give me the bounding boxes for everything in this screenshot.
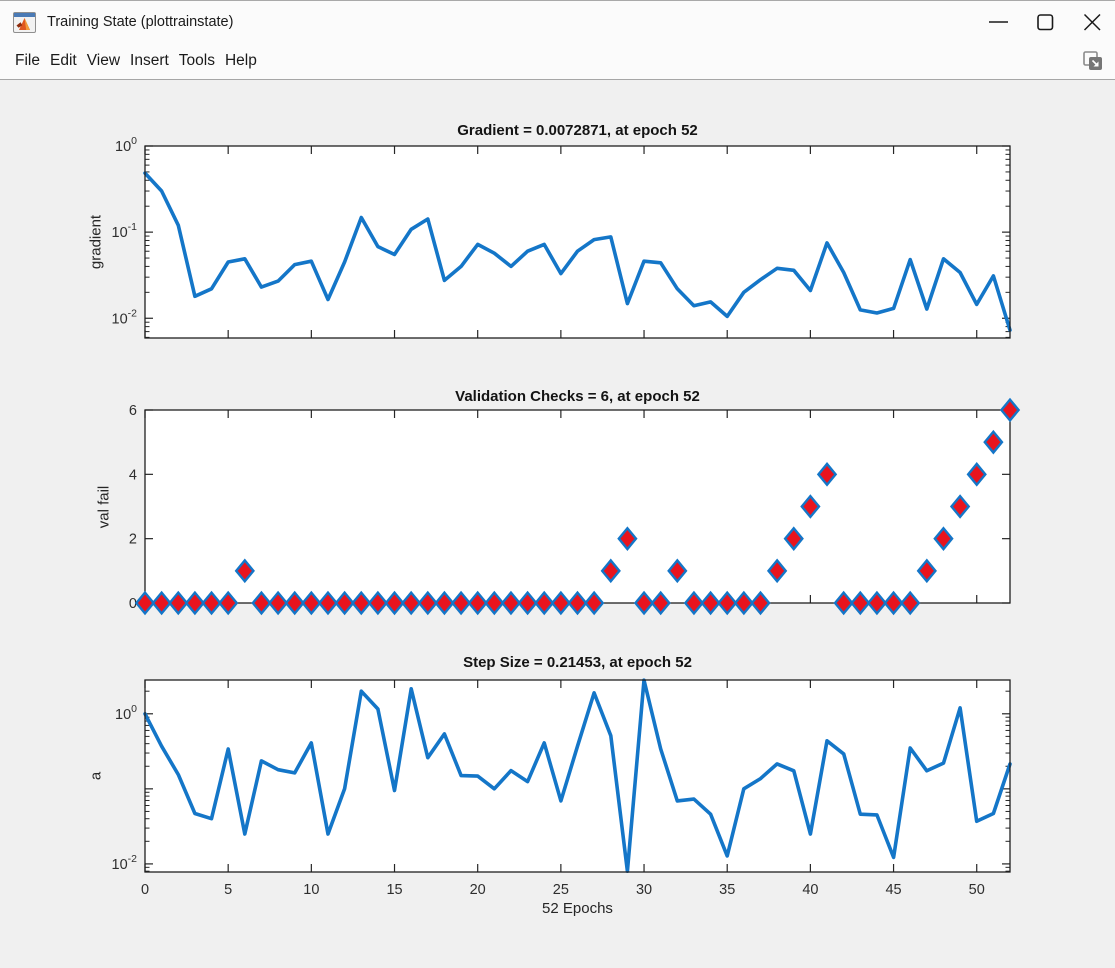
close-button[interactable]	[1068, 1, 1115, 43]
maximize-button[interactable]	[1021, 1, 1068, 43]
menu-item-insert[interactable]: Insert	[130, 52, 169, 69]
svg-text:6: 6	[129, 403, 137, 419]
svg-text:50: 50	[969, 882, 985, 898]
epochs-xlabel: 52 Epochs	[542, 900, 613, 917]
matlab-figure-icon	[13, 11, 36, 33]
window-controls	[974, 1, 1115, 43]
svg-text:45: 45	[885, 882, 901, 898]
minimize-icon	[988, 21, 1008, 23]
svg-text:20: 20	[470, 882, 486, 898]
step-size-plot-title: Step Size = 0.21453, at epoch 52	[463, 654, 692, 671]
svg-text:30: 30	[636, 882, 652, 898]
svg-text:5: 5	[224, 882, 232, 898]
menu-item-help[interactable]: Help	[224, 52, 257, 69]
menu-bar: File Edit View Insert Tools Help	[0, 43, 1115, 80]
window-title: Training State (plottrainstate)	[47, 14, 234, 30]
close-icon	[1083, 13, 1101, 31]
svg-text:10: 10	[303, 882, 319, 898]
minimize-button[interactable]	[974, 1, 1021, 43]
svg-text:4: 4	[129, 467, 137, 483]
gradient-plot-title: Gradient = 0.0072871, at epoch 52	[457, 122, 698, 139]
menu-item-edit[interactable]: Edit	[49, 52, 77, 69]
dock-figure-button[interactable]	[1079, 49, 1105, 75]
validation-checks-plot: 0 2 4 6	[129, 397, 1021, 616]
svg-text:0: 0	[141, 882, 149, 898]
gradient-plot: 10-2 10-1 100	[112, 135, 1012, 339]
svg-text:40: 40	[802, 882, 818, 898]
dock-figure-icon	[1083, 51, 1102, 70]
menu-item-file[interactable]: File	[15, 52, 40, 69]
svg-text:10-2: 10-2	[112, 853, 138, 873]
svg-text:100: 100	[115, 703, 137, 723]
maximize-icon	[1036, 14, 1053, 31]
svg-text:2: 2	[129, 532, 137, 548]
svg-text:10-1: 10-1	[112, 221, 138, 241]
svg-text:0: 0	[129, 596, 137, 612]
svg-text:100: 100	[115, 135, 137, 155]
svg-text:35: 35	[719, 882, 735, 898]
menu-item-tools[interactable]: Tools	[178, 52, 215, 69]
menu-item-view[interactable]: View	[86, 52, 121, 69]
svg-text:25: 25	[553, 882, 569, 898]
window-titlebar: Training State (plottrainstate)	[0, 1, 1115, 43]
svg-text:15: 15	[386, 882, 402, 898]
svg-text:10-2: 10-2	[112, 307, 138, 327]
validation-checks-plot-title: Validation Checks = 6, at epoch 52	[455, 388, 700, 405]
step-size-plot: 0 5 10 15 20 25 30 35 40 45 50 10-2 100	[112, 678, 1012, 898]
